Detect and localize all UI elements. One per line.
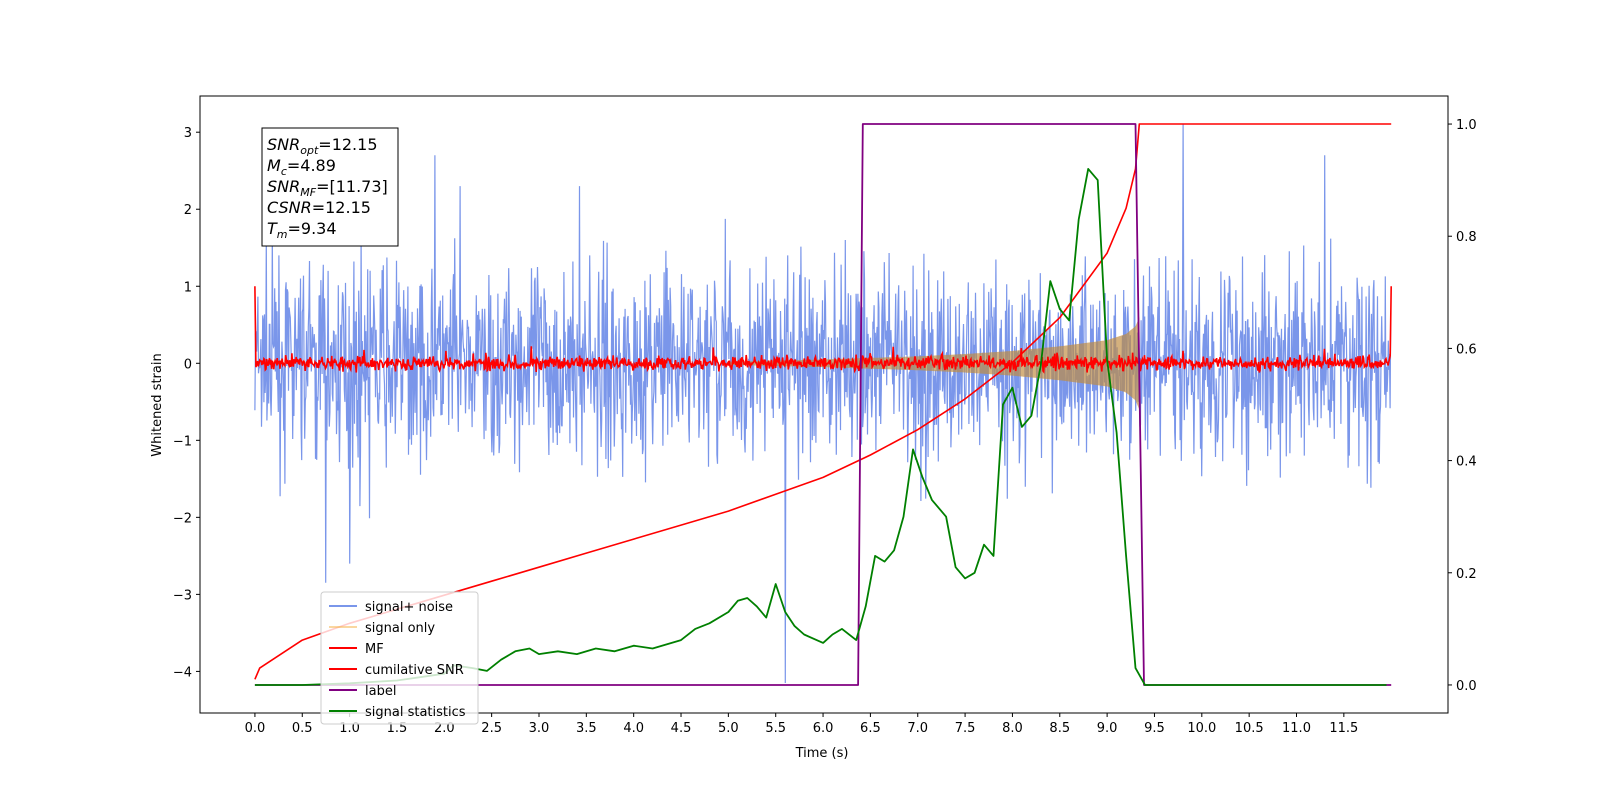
info-value: =12.15	[318, 135, 377, 154]
x-tick-label: 6.0	[813, 721, 834, 736]
x-tick-label: 1.5	[387, 721, 408, 736]
info-box-frame	[261, 127, 399, 247]
info-base: SNR	[267, 177, 300, 196]
x-tick-label: 11.0	[1282, 721, 1311, 736]
x-tick-label: 0.0	[245, 721, 266, 736]
legend-entry: label	[365, 684, 396, 699]
x-tick-label: 3.5	[576, 721, 597, 736]
y2-tick-label: 0.0	[1456, 679, 1477, 694]
series-layer	[254, 123, 1392, 686]
x-tick-label: 7.5	[955, 721, 976, 736]
plot-border	[199, 95, 1449, 714]
x-tick-label: 4.5	[671, 721, 692, 736]
info-base: T	[267, 219, 278, 238]
y-tick-label: −1	[173, 434, 192, 449]
legend: signal+ noise signal only MF cumilative SNR…	[320, 591, 479, 725]
x-tick-label: 3.0	[529, 721, 550, 736]
x-tick-label: 10.0	[1187, 721, 1216, 736]
info-sub: m	[277, 228, 288, 241]
x-tick-label: 7.0	[907, 721, 928, 736]
y-tick-label: 1	[184, 280, 192, 295]
x-tick-label: 0.5	[292, 721, 313, 736]
legend-frame	[320, 591, 479, 725]
info-base: M	[267, 156, 281, 175]
y-tick-label: −2	[173, 511, 192, 526]
axes-layer: 0.0 0.5 1.0 1.5 2.0 2.5 3.0 3.5 4.0 4.5 5.0 5.5 6.0 6…	[173, 118, 1477, 736]
info-line: SNRopt=12.15	[267, 135, 378, 157]
x-tick-label: 6.5	[860, 721, 881, 736]
legend-entry: signal only	[365, 621, 435, 636]
y-tick-label: −3	[173, 588, 192, 603]
x-tick-label: 2.0	[434, 721, 455, 736]
info-value: =12.15	[312, 198, 371, 217]
info-base: SNR	[267, 135, 300, 154]
info-sub: opt	[300, 144, 319, 157]
info-value: =4.89	[287, 156, 336, 175]
series-signal-only-shade	[728, 317, 1140, 410]
legend-entry: signal+ noise	[365, 600, 453, 615]
y-tick-label: 0	[184, 357, 192, 372]
x-tick-label: 4.0	[623, 721, 644, 736]
series-mf	[254, 286, 1392, 374]
info-line: Mc=4.89	[267, 156, 336, 178]
x-tick-label: 8.0	[1002, 721, 1023, 736]
series-signal-only	[728, 317, 1140, 410]
info-line: SNRMF=[11.73]	[267, 177, 388, 199]
y-tick-label: −4	[173, 665, 192, 680]
x-tick-label: 2.5	[481, 721, 502, 736]
info-box: SNRopt=12.15Mc=4.89SNRMF=[11.73]CSNR=12.…	[261, 127, 399, 247]
legend-entry: MF	[365, 642, 384, 657]
y2-tick-label: 1.0	[1456, 118, 1477, 133]
series-signal-noise	[254, 124, 1392, 684]
x-tick-label: 10.5	[1235, 721, 1264, 736]
x-tick-label: 1.0	[339, 721, 360, 736]
info-sub: MF	[300, 186, 316, 199]
legend-entry: cumilative SNR	[365, 663, 464, 678]
x-tick-label: 9.5	[1144, 721, 1165, 736]
info-line: Tm=9.34	[267, 219, 337, 241]
x-tick-label: 9.0	[1097, 721, 1118, 736]
y-axis-label: Whitened strain	[150, 353, 165, 456]
info-value: =[11.73]	[316, 177, 388, 196]
y2-tick-label: 0.6	[1456, 342, 1477, 357]
info-sub: c	[281, 165, 287, 178]
info-value: =9.34	[288, 219, 337, 238]
x-tick-label: 5.5	[765, 721, 786, 736]
x-tick-label: 11.5	[1329, 721, 1358, 736]
series-signal-statistics	[254, 168, 1387, 686]
x-axis-label: Time (s)	[795, 746, 849, 761]
y2-tick-label: 0.4	[1456, 455, 1477, 470]
info-base: CSNR	[267, 198, 312, 217]
info-line: CSNR=12.15	[267, 198, 371, 217]
y2-tick-label: 0.2	[1456, 567, 1477, 582]
y-tick-label: 3	[184, 126, 192, 141]
y-tick-label: 2	[184, 203, 192, 218]
y2-tick-label: 0.8	[1456, 230, 1477, 245]
legend-entry: signal statistics	[365, 705, 466, 720]
x-tick-label: 8.5	[1049, 721, 1070, 736]
x-tick-label: 5.0	[718, 721, 739, 736]
